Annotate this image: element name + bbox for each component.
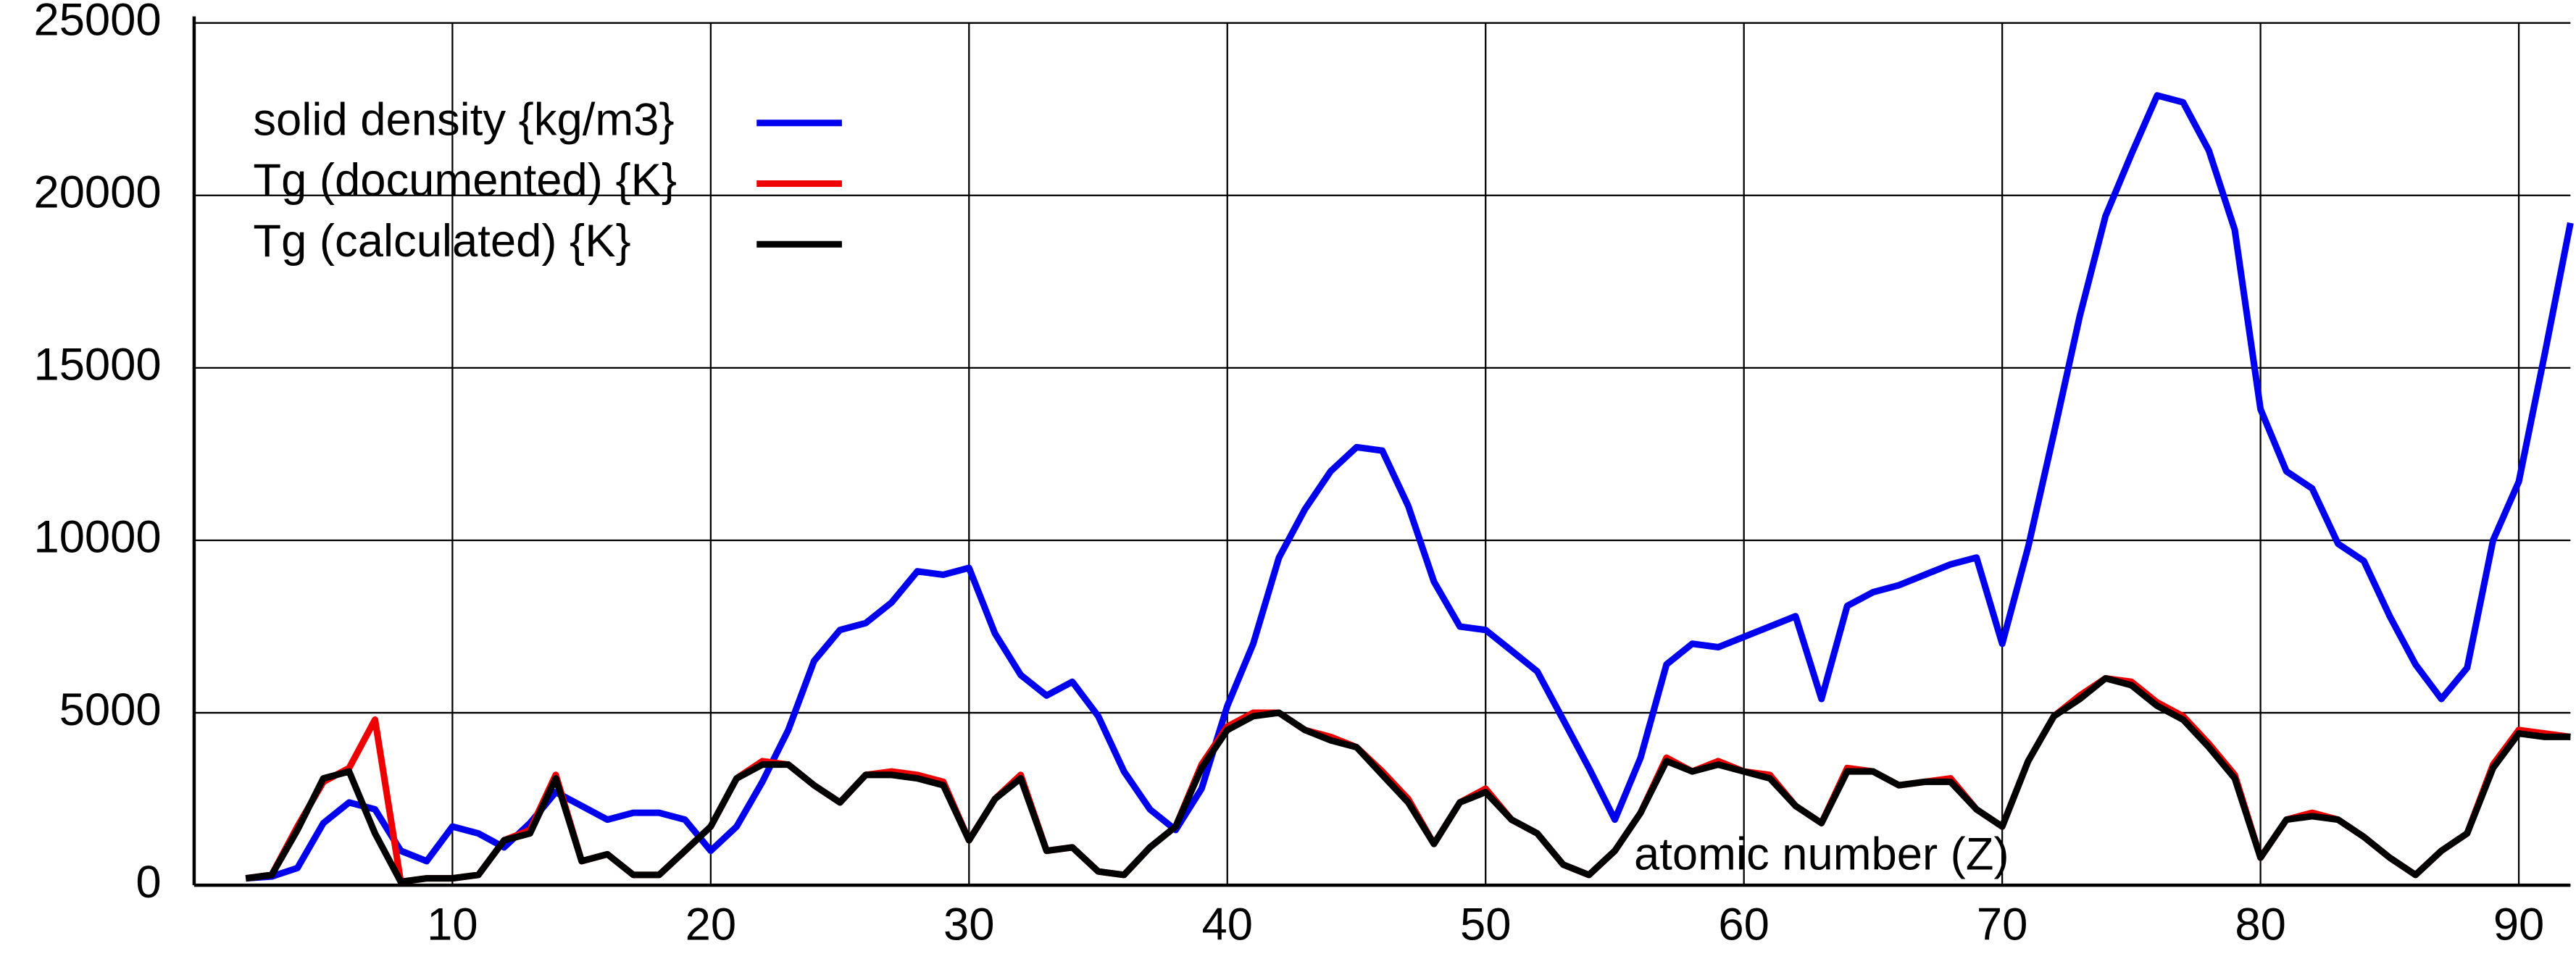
x-tick-label: 60: [1718, 900, 1769, 950]
x-tick-label: 70: [1977, 900, 2027, 950]
x-tick-label: 10: [427, 900, 478, 950]
x-tick-label: 90: [2493, 900, 2544, 950]
legend-label: Tg (documented) {K}: [253, 155, 677, 206]
x-tick-label: 20: [685, 900, 736, 950]
legend-label: solid density {kg/m3}: [253, 94, 674, 145]
y-tick-label: 20000: [33, 167, 161, 218]
x-tick-label: 50: [1460, 900, 1511, 950]
y-tick-label: 25000: [33, 0, 161, 45]
legend-label: Tg (calculated) {K}: [253, 216, 630, 267]
series-line: [245, 92, 2574, 882]
y-tick-label: 5000: [59, 684, 162, 735]
y-tick-label: 10000: [33, 512, 161, 563]
x-axis-label: atomic number (Z): [1634, 829, 2009, 879]
y-tick-label: 15000: [33, 340, 161, 390]
x-tick-label: 80: [2235, 900, 2285, 950]
series-line: [245, 675, 2571, 885]
x-tick-label: 30: [943, 900, 994, 950]
y-tick-label: 0: [136, 857, 161, 908]
series-line: [245, 675, 2571, 885]
x-tick-label: 40: [1202, 900, 1253, 950]
